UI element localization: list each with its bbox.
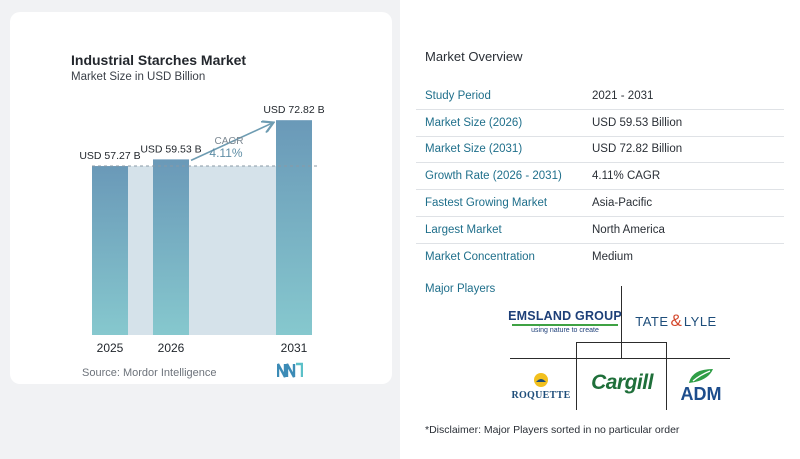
bar-2025 [92,166,128,335]
cagr-value: 4.11% [209,146,242,160]
row-label: Study Period [425,89,491,102]
overview-row: Market Size (2031) USD 72.82 Billion [416,137,784,164]
source-note: Source: Mordor Intelligence [82,367,217,379]
grid-divider [666,342,667,410]
grid-divider [510,358,730,359]
roquette-text: ROQUETTE [511,389,571,401]
adm-leaf-icon [689,369,713,383]
row-label: Market Concentration [425,251,535,264]
mordor-intelligence-logo [277,362,303,378]
grid-divider [621,286,622,358]
cagr-label: CAGR [215,136,244,147]
row-value: North America [592,223,665,236]
cargill-text: Cargill [591,371,653,394]
tate-text: TATE [635,313,669,329]
data-label-2031: USD 72.82 B [263,104,324,116]
x-tick-2026: 2026 [158,341,185,355]
row-label: Growth Rate (2026 - 2031) [425,170,562,183]
grid-divider [576,342,667,343]
overview-table: Study Period 2021 - 2031 Market Size (20… [416,83,784,271]
lyle-text: LYLE [683,313,717,329]
bar-chart: CAGR 4.11% USD 57.27 B 2025 USD 59.53 B 202… [79,104,324,355]
overview-row: Market Concentration Medium [416,244,784,271]
ampersand: & [670,311,682,330]
adm-logo: ADM [672,364,730,408]
overview-row: Study Period 2021 - 2031 [416,83,784,110]
x-tick-2025: 2025 [97,341,124,355]
roquette-emblem-icon [534,372,548,387]
chart-title: Industrial Starches Market [71,52,247,68]
data-label-2025: USD 57.27 B [79,150,140,162]
row-label: Fastest Growing Market [425,197,548,210]
cagr-arrow [190,123,272,162]
data-label-2026: USD 59.53 B [140,143,201,155]
row-value: USD 59.53 Billion [592,116,683,129]
x-tick-2031: 2031 [281,341,308,355]
overview-row: Fastest Growing Market Asia-Pacific [416,190,784,217]
roquette-logo: ROQUETTE [508,368,574,404]
overview-row: Growth Rate (2026 - 2031) 4.11% CAGR [416,163,784,191]
market-overview-title: Market Overview [425,49,523,64]
emsland-group-logo: EMSLAND GROUP using nature to create [508,306,622,336]
overview-row: Market Size (2026) USD 59.53 Billion [416,110,784,137]
row-value: 4.11% CAGR [592,170,661,183]
disclaimer: *Disclaimer: Major Players sorted in no … [425,424,680,436]
major-players-title: Major Players [425,283,496,295]
row-value: USD 72.82 Billion [592,143,683,156]
grid-divider [576,342,577,410]
row-value: Asia-Pacific [592,197,653,210]
cargill-logo: Cargill [580,360,664,406]
emsland-tagline: using nature to create [531,326,599,334]
bar-2031 [276,120,312,335]
tate-and-lyle-logo: TATE & LYLE [628,311,724,331]
row-label: Market Size (2026) [425,116,523,129]
overview-card [400,0,800,459]
row-value: Medium [592,251,633,264]
row-value: 2021 - 2031 [592,89,654,102]
chart-subtitle: Market Size in USD Billion [71,71,206,83]
row-label: Market Size (2031) [425,143,523,156]
row-label: Largest Market [425,223,502,236]
adm-text: ADM [680,384,722,404]
bar-2026 [153,159,189,335]
overview-row: Largest Market North America [416,217,784,244]
emsland-name: EMSLAND GROUP [508,308,622,323]
